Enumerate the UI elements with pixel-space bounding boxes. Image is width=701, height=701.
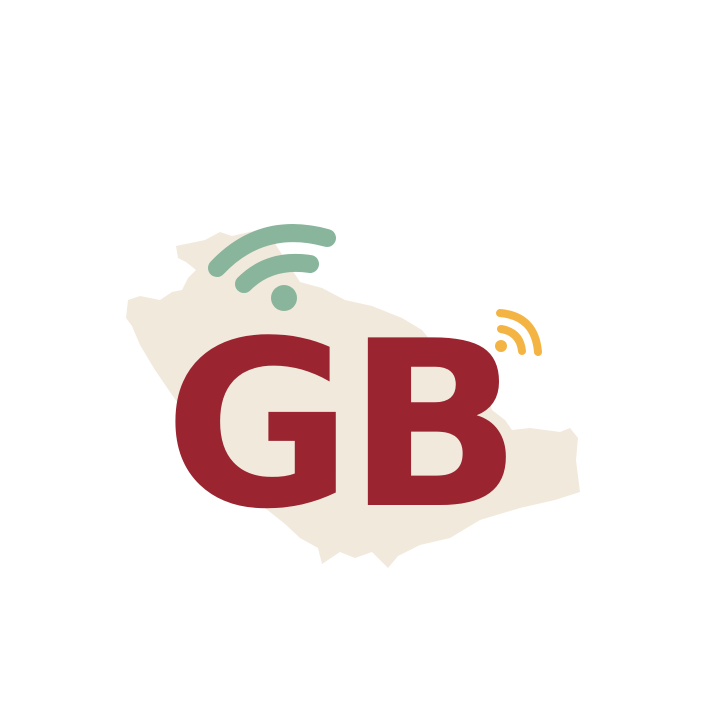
map-silhouette: [126, 230, 580, 568]
rss-signal-icon: [495, 309, 542, 356]
wifi-signal-icon: [208, 224, 336, 311]
logo-letters: GB: [164, 293, 516, 560]
